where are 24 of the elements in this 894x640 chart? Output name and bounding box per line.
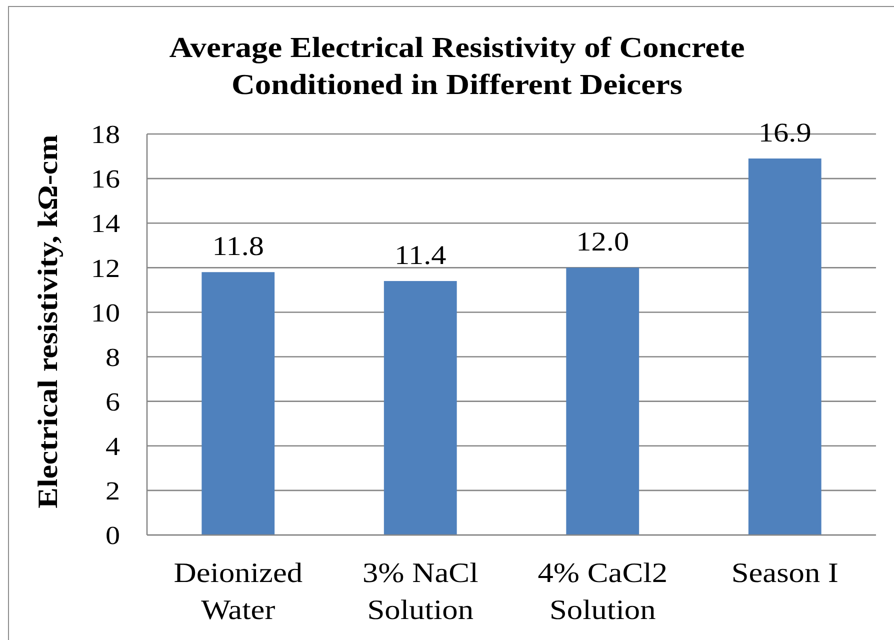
y-tick-label: 10 [90, 298, 120, 327]
bar [748, 158, 822, 535]
x-tick-label: Deionized Water [174, 558, 303, 626]
data-label: 11.4 [394, 240, 446, 271]
y-tick-label: 12 [90, 253, 120, 282]
y-tick-label: 8 [105, 342, 120, 372]
x-tick-label: 4% CaCl2 Solution [538, 558, 668, 626]
y-tick-label: 4 [105, 431, 120, 461]
data-label: 16.9 [758, 118, 812, 148]
data-label: 11.8 [212, 232, 264, 262]
y-tick-label: 16 [90, 164, 120, 194]
y-axis-title: Electrical resistivity, kΩ-cm [33, 134, 64, 508]
data-label: 12.0 [576, 227, 630, 258]
bar [384, 281, 457, 535]
y-tick-label: 14 [90, 208, 120, 238]
bar [202, 272, 275, 535]
y-tick-label: 0 [105, 520, 120, 550]
chart-title: Average Electrical Resistivity of Concrete Conditioned in Different Deicers [169, 32, 745, 101]
bar [566, 268, 640, 535]
x-tick-label: Season I [731, 558, 838, 589]
x-tick-label: 3% NaCl Solution [362, 558, 478, 626]
y-tick-label: 6 [105, 386, 120, 416]
y-tick-label: 18 [90, 120, 120, 149]
y-tick-label: 2 [105, 476, 120, 506]
